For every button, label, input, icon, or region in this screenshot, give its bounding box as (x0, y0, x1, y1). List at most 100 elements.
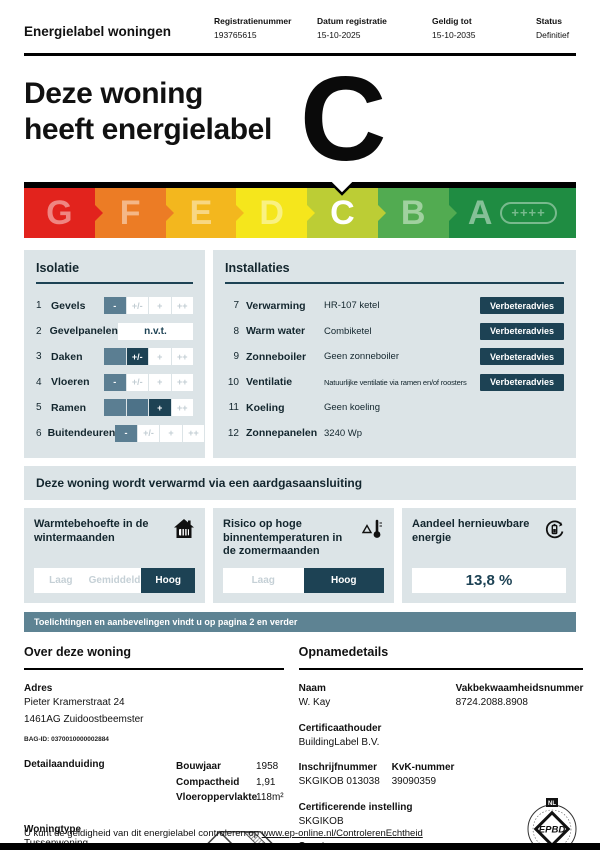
rating-cells: +/- + ++ (104, 348, 193, 366)
segment-letter: G (46, 193, 73, 232)
adres-line1: Pieter Kramerstraat 24 (24, 697, 125, 708)
house-radiator-icon (174, 519, 194, 538)
hero: Deze woning heeft energielabel C (24, 59, 576, 179)
header-field-datum-registratie: Datum registratie 15-10-2025 (317, 16, 432, 40)
isolatie-panel: Isolatie 1 Gevels - +/- + ++ 2 Gevelpane… (24, 250, 205, 458)
detail-block: Detailaanduiding Bouwjaar 1958 Compacthe… (24, 759, 284, 806)
row-label: Verwarming (246, 299, 306, 312)
row-number: 7 (233, 300, 239, 312)
row-number: 3 (36, 351, 42, 363)
row-label: Ventilatie (246, 376, 293, 389)
renewable-energy-icon (545, 520, 564, 539)
row-label: Vloeren (51, 376, 90, 389)
row-label: Zonnepanelen (246, 427, 318, 440)
rating-cell: - (115, 424, 137, 442)
rating-cell (126, 399, 148, 417)
row-number: 12 (227, 427, 239, 439)
rating-cell: + (149, 348, 171, 366)
field-label: Vakbekwaamheidsnummer (455, 683, 584, 694)
epbd-seal-icon: NL EPBD (523, 797, 581, 850)
section-title: Opnamedetails (298, 645, 584, 670)
opname-row-certificerende-instelling: Certificerende instelling SKGIKOB (299, 802, 584, 830)
opname-row-inschrijf-kvk: Inschrijfnummer SKGIKOB 013038 KvK-numme… (299, 762, 584, 790)
fact-bouwjaar: Bouwjaar 1958 (176, 759, 284, 775)
seal-nl-text: NL (548, 801, 556, 807)
isolatie-row-buitendeuren: 6 Buitendeuren - +/- + ++ (36, 421, 205, 447)
a-plus-plus-plus-plus-badge: ++++ (500, 202, 557, 224)
row-label: Buitendeuren (47, 427, 116, 440)
field-label: Certificerende instelling (298, 801, 413, 813)
row-number: 2 (36, 325, 42, 337)
field-value: 15-10-2025 (317, 30, 361, 40)
field-value: 39090359 (391, 776, 437, 787)
hero-line1: Deze woning (24, 77, 203, 110)
bottom-sections: Over deze woning Adres Pieter Kramerstra… (24, 645, 584, 850)
hero-line2: heeft energielabel (24, 113, 272, 146)
rating-cell: + (160, 424, 182, 442)
field-value: W. Kay (298, 697, 331, 708)
field-label: Registratienummer (214, 16, 292, 26)
warmtebehoefte-scale: Laag Gemiddeld Hoog (34, 568, 196, 593)
verbeteradvies-button[interactable]: Verbeteradvies (480, 297, 564, 315)
rating-cell: + (149, 297, 171, 315)
option-hoog-selected: Hoog (141, 568, 196, 593)
segment-letter: F (119, 193, 141, 232)
fact-label: Vloeroppervlakte (176, 792, 258, 803)
card-title: Risico op hoge binnentemperaturen in de … (223, 518, 343, 557)
row-number: 10 (227, 376, 239, 388)
over-deze-woning-section: Over deze woning Adres Pieter Kramerstra… (24, 645, 284, 850)
ep-online-link[interactable]: www.ep-online.nl/ControlerenEchtheid (261, 828, 423, 839)
isolatie-row-vloeren: 4 Vloeren - +/- + ++ (36, 370, 193, 396)
bag-id: BAG-ID: 0370010000002884 (24, 736, 109, 743)
rating-cell: ++ (182, 424, 205, 442)
scale-segment-f: F (94, 188, 174, 238)
scale-segment-e: E (165, 188, 245, 238)
segment-letter: D (259, 193, 284, 232)
header-field-registratienummer: Registratienummer 193765615 (214, 16, 317, 40)
rating-cell (104, 348, 126, 366)
rating-cell (104, 399, 126, 417)
field-label: Status (536, 16, 562, 26)
field-value: 8724.2088.8908 (455, 697, 528, 708)
fact-value: 1,91 (256, 776, 276, 788)
row-label: Zonneboiler (246, 350, 307, 363)
verbeteradvies-button[interactable]: Verbeteradvies (480, 373, 564, 391)
verbeteradvies-button[interactable]: Verbeteradvies (480, 322, 564, 340)
verbeteradvies-button[interactable]: Verbeteradvies (480, 348, 564, 366)
warmtebehoefte-card: Warmtebehoefte in de wintermaanden Laag … (24, 508, 205, 603)
current-label-pointer-icon (329, 181, 355, 202)
rating-cell: - (104, 297, 126, 315)
field-label: Naam (298, 683, 326, 694)
row-label: Ramen (51, 401, 87, 414)
scale-segment-d: D (236, 188, 315, 238)
option-hoog-selected: Hoog (303, 568, 384, 593)
bottom-black-bar (0, 843, 600, 850)
card-title: Warmtebehoefte in de wintermaanden (34, 518, 149, 544)
fact-compactheid: Compactheid 1,91 (176, 775, 284, 791)
hernieuwbare-energie-card: Aandeel hernieuwbare energie 13,8 % (402, 508, 576, 603)
row-value: 3240 Wp (324, 427, 363, 439)
field-label: Inschrijfnummer (298, 762, 377, 773)
seal-epbd-text: EPBD (539, 825, 566, 836)
isolatie-title: Isolatie (36, 261, 193, 284)
row-number: 11 (228, 402, 239, 414)
fact-vloeroppervlakte: Vloeroppervlakte 118m² (176, 790, 284, 806)
segment-letter: A (467, 193, 493, 232)
section-title: Over deze woning (24, 645, 284, 670)
scale-segment-a: A ++++ (448, 188, 576, 238)
rating-cells: + ++ (104, 399, 193, 417)
rating-cells: - +/- + ++ (115, 424, 205, 442)
scale-segment-g: G (24, 188, 103, 238)
thermometer-warning-icon (361, 519, 382, 538)
field-value: 193765615 (214, 30, 257, 40)
fact-label: Bouwjaar (176, 761, 222, 772)
row-value: Natuurlijke ventilatie via ramen en/of r… (324, 377, 467, 387)
installaties-title: Installaties (225, 261, 564, 284)
document-title: Energielabel woningen (24, 24, 172, 39)
opnamedetails-section: Opnamedetails Naam W. Kay Vakbekwaamheid… (298, 645, 584, 850)
opname-row-naam-vakbekwaamheid: Naam W. Kay Vakbekwaamheidsnummer 8724.2… (299, 683, 584, 711)
scale-segment-c-current: C (307, 188, 386, 238)
field-label: Geldig tot (432, 16, 472, 26)
isolatie-row-ramen: 5 Ramen + ++ (36, 395, 193, 421)
isolatie-row-gevels: 1 Gevels - +/- + ++ (36, 293, 193, 319)
